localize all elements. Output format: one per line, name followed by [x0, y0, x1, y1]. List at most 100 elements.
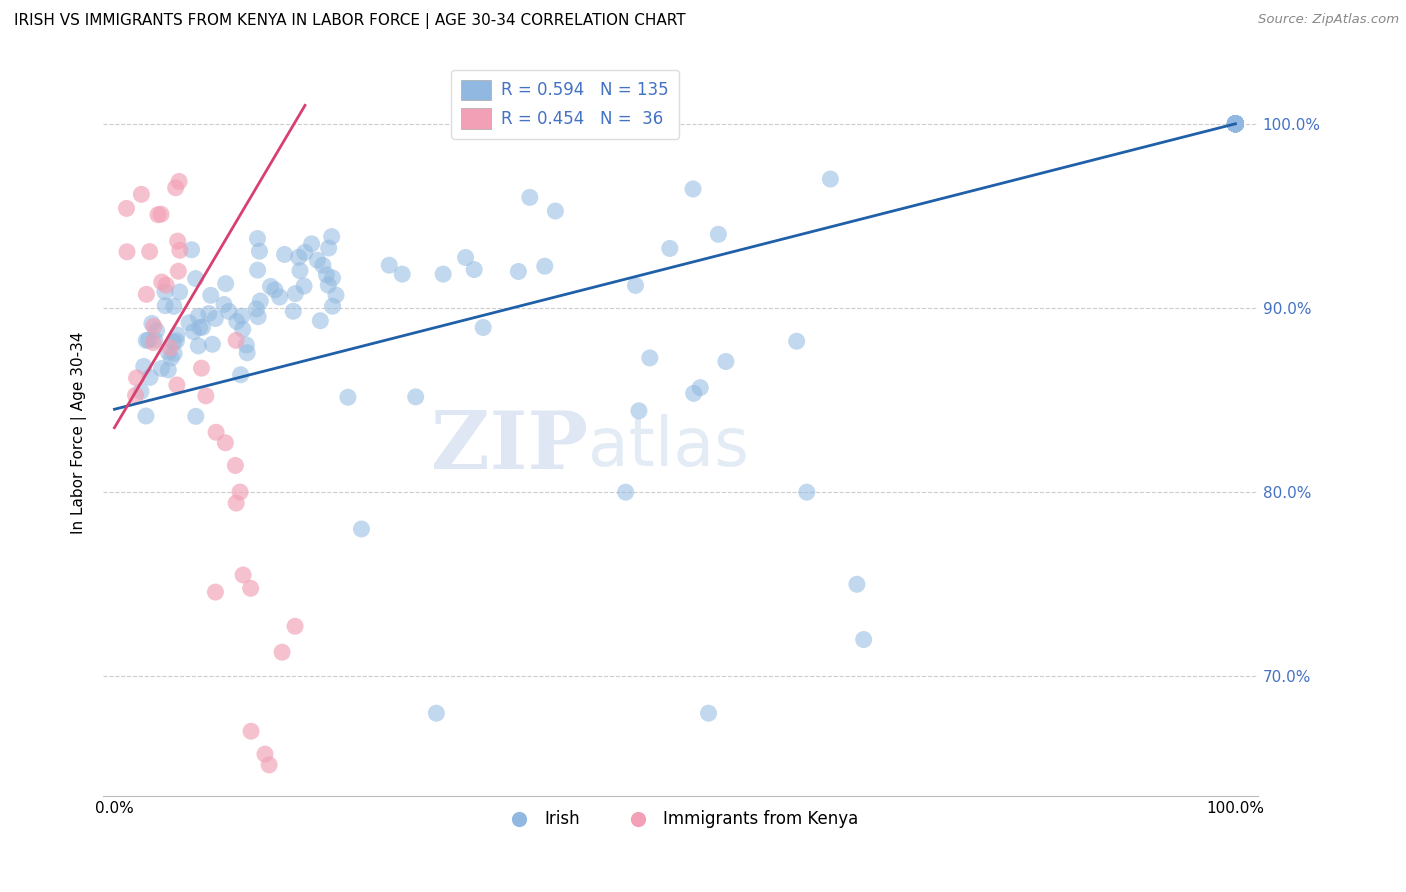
Point: [204, 311, 226, 326]
Point: [249, 293, 271, 308]
Point: [236, 345, 259, 359]
Point: [1225, 117, 1247, 131]
Point: [1225, 117, 1247, 131]
Point: [125, 371, 148, 385]
Point: [519, 190, 541, 204]
Point: [284, 286, 307, 301]
Point: [322, 299, 344, 313]
Point: [124, 388, 146, 402]
Point: [129, 384, 152, 399]
Point: [321, 229, 343, 244]
Point: [1225, 117, 1247, 131]
Point: [138, 244, 160, 259]
Point: [463, 262, 485, 277]
Point: [508, 264, 530, 278]
Point: [1225, 117, 1247, 131]
Point: [139, 370, 162, 384]
Point: [205, 425, 228, 440]
Point: [187, 310, 209, 324]
Point: [231, 309, 253, 323]
Point: [163, 299, 186, 313]
Point: [273, 247, 295, 261]
Point: [796, 485, 818, 500]
Point: [212, 297, 235, 311]
Point: [845, 577, 868, 591]
Point: [157, 345, 180, 359]
Point: [153, 285, 176, 299]
Point: [190, 361, 212, 376]
Point: [135, 287, 157, 301]
Point: [1225, 117, 1247, 131]
Point: [177, 316, 200, 330]
Point: [183, 325, 205, 339]
Point: [638, 351, 661, 365]
Point: [682, 386, 704, 401]
Point: [146, 208, 169, 222]
Point: [259, 279, 281, 293]
Point: [201, 337, 224, 351]
Point: [714, 354, 737, 368]
Point: [165, 180, 187, 194]
Y-axis label: In Labor Force | Age 30-34: In Labor Force | Age 30-34: [72, 331, 87, 533]
Point: [1225, 117, 1247, 131]
Point: [188, 320, 211, 334]
Point: [378, 258, 401, 272]
Point: [852, 632, 875, 647]
Point: [159, 341, 181, 355]
Point: [425, 706, 447, 721]
Point: [1225, 117, 1247, 131]
Point: [294, 245, 316, 260]
Point: [544, 204, 567, 219]
Point: [246, 231, 269, 245]
Point: [169, 285, 191, 299]
Point: [166, 378, 188, 392]
Point: [218, 304, 240, 318]
Point: [138, 333, 160, 347]
Point: [232, 568, 254, 582]
Legend: Irish, Immigrants from Kenya: Irish, Immigrants from Kenya: [496, 804, 865, 835]
Point: [533, 259, 555, 273]
Point: [160, 351, 183, 365]
Point: [131, 187, 153, 202]
Point: [143, 333, 166, 347]
Point: [167, 264, 190, 278]
Point: [1225, 117, 1247, 131]
Point: [624, 278, 647, 293]
Point: [284, 619, 307, 633]
Point: [204, 585, 226, 599]
Point: [247, 310, 270, 324]
Point: [142, 335, 165, 350]
Point: [472, 320, 495, 334]
Point: [288, 263, 311, 277]
Point: [155, 299, 177, 313]
Point: [1225, 117, 1247, 131]
Point: [225, 314, 247, 328]
Point: [184, 409, 207, 424]
Point: [184, 271, 207, 285]
Point: [253, 747, 276, 761]
Point: [1225, 117, 1247, 131]
Point: [336, 390, 359, 404]
Point: [115, 202, 138, 216]
Point: [245, 301, 267, 316]
Point: [301, 236, 323, 251]
Point: [239, 582, 262, 596]
Point: [194, 389, 217, 403]
Point: [162, 335, 184, 350]
Point: [1225, 117, 1247, 131]
Point: [269, 290, 291, 304]
Point: [225, 496, 247, 510]
Point: [325, 288, 347, 302]
Point: [292, 279, 315, 293]
Point: [432, 267, 454, 281]
Point: [225, 334, 247, 348]
Point: [229, 485, 252, 500]
Point: [454, 251, 477, 265]
Point: [820, 172, 842, 186]
Point: [141, 317, 163, 331]
Point: [318, 278, 340, 293]
Point: [271, 645, 294, 659]
Point: [1225, 117, 1247, 131]
Point: [257, 757, 280, 772]
Text: Source: ZipAtlas.com: Source: ZipAtlas.com: [1258, 13, 1399, 27]
